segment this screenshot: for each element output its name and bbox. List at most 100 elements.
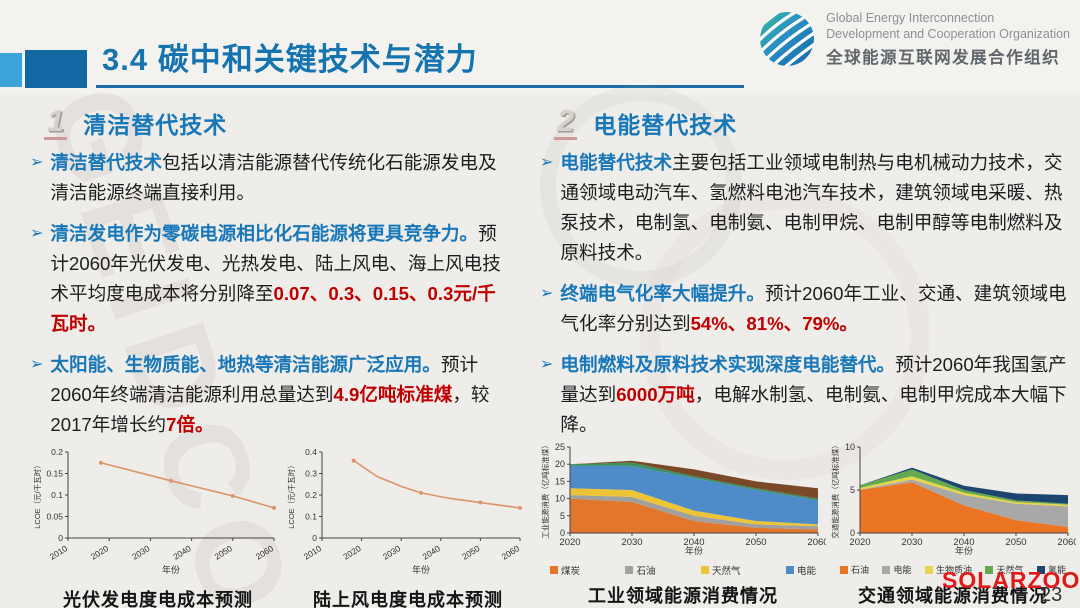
- legend-item: 煤炭: [550, 563, 580, 577]
- bullet-text: 电制燃料及原料技术实现深度电能替代。预计2060年我国氢产量达到6000万吨，电…: [560, 354, 1067, 435]
- chart-caption: 工业领域能源消费情况: [588, 586, 778, 606]
- slide-header: 3.4 碳中和关键技术与潜力: [0, 0, 1080, 95]
- svg-text:0.2: 0.2: [51, 447, 63, 457]
- pv-lcoe-chart: 0 0.05 0.1 0.15 0.2 2010 2020 2030 2040 2050 2060 L…: [32, 447, 276, 575]
- svg-text:2060: 2060: [500, 543, 522, 562]
- svg-text:2020: 2020: [89, 543, 111, 562]
- svg-text:2050: 2050: [1005, 537, 1026, 548]
- section-number: 1: [44, 105, 68, 140]
- svg-text:0.15: 0.15: [46, 469, 63, 479]
- globe-icon: [760, 12, 815, 66]
- svg-text:0: 0: [58, 533, 63, 543]
- section-number: 2: [554, 105, 578, 140]
- svg-text:0: 0: [850, 528, 855, 538]
- bullet-item: ➢ 清洁替代技术包括以清洁能源替代传统化石能源发电及清洁能源终端直接利用。: [30, 148, 514, 208]
- legend-item: 氢能: [1036, 563, 1066, 576]
- bullet-text: 清洁替代技术包括以清洁能源替代传统化石能源发电及清洁能源终端直接利用。: [50, 152, 497, 203]
- chart-legend: 煤炭 石油 天然气 电能: [540, 562, 826, 577]
- svg-text:2040: 2040: [683, 537, 704, 548]
- industry-energy-chart: 0 5 10 15 20 25 2020 2030 2040 2050 2060 工业能源消费（亿吨标…: [540, 441, 829, 556]
- svg-text:2020: 2020: [559, 537, 580, 548]
- svg-text:年份: 年份: [162, 564, 180, 575]
- svg-text:2010: 2010: [48, 543, 70, 562]
- svg-text:2030: 2030: [130, 543, 152, 562]
- bullet-text: 电能替代技术主要包括工业领域电制热与电机械动力技术，交通领域电动汽车、氢燃料电池…: [560, 152, 1063, 263]
- svg-text:年份: 年份: [412, 564, 430, 575]
- svg-text:25: 25: [555, 442, 565, 452]
- chart-legend: 石油 电能 生物质油 天然气 氢能: [830, 562, 1076, 577]
- svg-text:0.2: 0.2: [305, 490, 317, 500]
- svg-text:2060: 2060: [1057, 537, 1076, 548]
- bullet-arrow-icon: ➢: [540, 356, 554, 373]
- svg-text:0.1: 0.1: [51, 490, 63, 500]
- bullet-arrow-icon: ➢: [540, 285, 554, 302]
- bullet-item: ➢ 终端电气化率大幅提升。预计2060年工业、交通、建筑领域电气化率分别达到54…: [540, 279, 1070, 339]
- bullet-item: ➢ 清洁发电作为零碳电源相比化石能源将更具竞争力。预计2060年光伏发电、光热发…: [30, 219, 514, 339]
- page-number: 23: [1040, 584, 1063, 606]
- legend-item: 电能: [785, 563, 816, 577]
- svg-text:2010: 2010: [302, 543, 324, 562]
- svg-text:0.1: 0.1: [305, 512, 317, 522]
- svg-text:2060: 2060: [254, 543, 276, 562]
- svg-text:2050: 2050: [460, 543, 482, 562]
- bullet-item: ➢ 电能替代技术主要包括工业领域电制热与电机械动力技术，交通领域电动汽车、氢燃料…: [540, 148, 1070, 268]
- bullet-arrow-icon: ➢: [30, 225, 44, 242]
- svg-text:2030: 2030: [621, 537, 642, 548]
- logo-line1: Global Energy Interconnection: [826, 11, 995, 25]
- svg-text:2050: 2050: [745, 537, 766, 548]
- svg-text:0: 0: [560, 528, 565, 538]
- bullet-arrow-icon: ➢: [30, 154, 44, 171]
- svg-text:2040: 2040: [421, 543, 443, 562]
- bullet-arrow-icon: ➢: [30, 356, 44, 373]
- svg-text:0.05: 0.05: [46, 512, 63, 522]
- svg-text:年份: 年份: [685, 545, 703, 556]
- svg-text:2040: 2040: [953, 537, 974, 548]
- svg-text:2030: 2030: [901, 537, 922, 548]
- section-clean-substitution: 1 清洁替代技术 ➢ 清洁替代技术包括以清洁能源替代传统化石能源发电及清洁能源终…: [30, 100, 514, 451]
- svg-text:10: 10: [555, 494, 565, 504]
- bullet-item: ➢ 太阳能、生物质能、地热等清洁能源广泛应用。预计2060年终端清洁能源利用总量…: [30, 350, 514, 440]
- svg-text:20: 20: [555, 459, 565, 469]
- section-heading: 2 电能替代技术: [554, 102, 1070, 140]
- geidco-logo: Global Energy Interconnection Developmen…: [758, 10, 1070, 68]
- solarzoom-watermark: SOLARZOOM: [942, 567, 1080, 593]
- chart-caption: 光伏发电度电成本预测: [63, 590, 253, 608]
- svg-text:2040: 2040: [171, 543, 193, 562]
- accent-square-light: [0, 53, 22, 87]
- logo-text: Global Energy Interconnection Developmen…: [826, 10, 1070, 68]
- legend-item: 电能: [882, 563, 912, 576]
- chart-caption: 交通领域能源消费情况: [858, 586, 1048, 606]
- section-heading: 1 清洁替代技术: [44, 102, 514, 140]
- logo-line3: 全球能源互联网发展合作组织: [826, 49, 1061, 67]
- chart-pv-lcoe: 0 0.05 0.1 0.15 0.2 2010 2020 2030 2040 2050 2060 L…: [32, 444, 284, 608]
- svg-text:10: 10: [845, 442, 855, 452]
- legend-item: 天然气: [700, 563, 740, 577]
- legend-item: 天然气: [985, 563, 1023, 576]
- legend-item: 石油: [625, 563, 656, 577]
- section-title: 电能替代技术: [593, 112, 738, 138]
- svg-text:工业能源消费（亿吨标准煤）: 工业能源消费（亿吨标准煤）: [540, 442, 550, 539]
- legend-item: 生物质油: [924, 563, 972, 576]
- svg-text:0.4: 0.4: [305, 447, 317, 457]
- chart-transport-energy: 0 5 10 2020 2030 2040 2050 2060 交通能源消费（亿吨标准煤） 年份 …: [830, 441, 1079, 608]
- bullet-text: 太阳能、生物质能、地热等清洁能源广泛应用。预计2060年终端清洁能源利用总量达到…: [50, 354, 490, 435]
- chart-caption: 陆上风电度电成本预测: [313, 590, 503, 608]
- svg-text:年份: 年份: [955, 545, 973, 556]
- title-underline: [96, 85, 744, 88]
- svg-text:2060: 2060: [807, 537, 826, 548]
- section-electricity-substitution: 2 电能替代技术 ➢ 电能替代技术主要包括工业领域电制热与电机械动力技术，交通领…: [540, 100, 1070, 451]
- chart-industry-energy: 0 5 10 15 20 25 2020 2030 2040 2050 2060 工业能源消费（亿吨标…: [540, 441, 829, 608]
- logo-line2: Development and Cooperation Organization: [826, 27, 1070, 41]
- svg-text:交通能源消费（亿吨标准煤）: 交通能源消费（亿吨标准煤）: [830, 442, 840, 539]
- svg-text:15: 15: [555, 476, 565, 486]
- svg-text:2020: 2020: [341, 543, 363, 562]
- svg-text:5: 5: [850, 485, 855, 495]
- svg-text:2020: 2020: [849, 537, 870, 548]
- svg-text:2050: 2050: [213, 543, 235, 562]
- accent-square-dark: [25, 50, 87, 88]
- wind-lcoe-chart: 0 0.1 0.2 0.3 0.4 2010 2020 2030 2040 2050 2060 LCO…: [286, 447, 522, 575]
- svg-text:2030: 2030: [381, 543, 403, 562]
- svg-text:5: 5: [560, 511, 565, 521]
- svg-text:0.3: 0.3: [305, 469, 317, 479]
